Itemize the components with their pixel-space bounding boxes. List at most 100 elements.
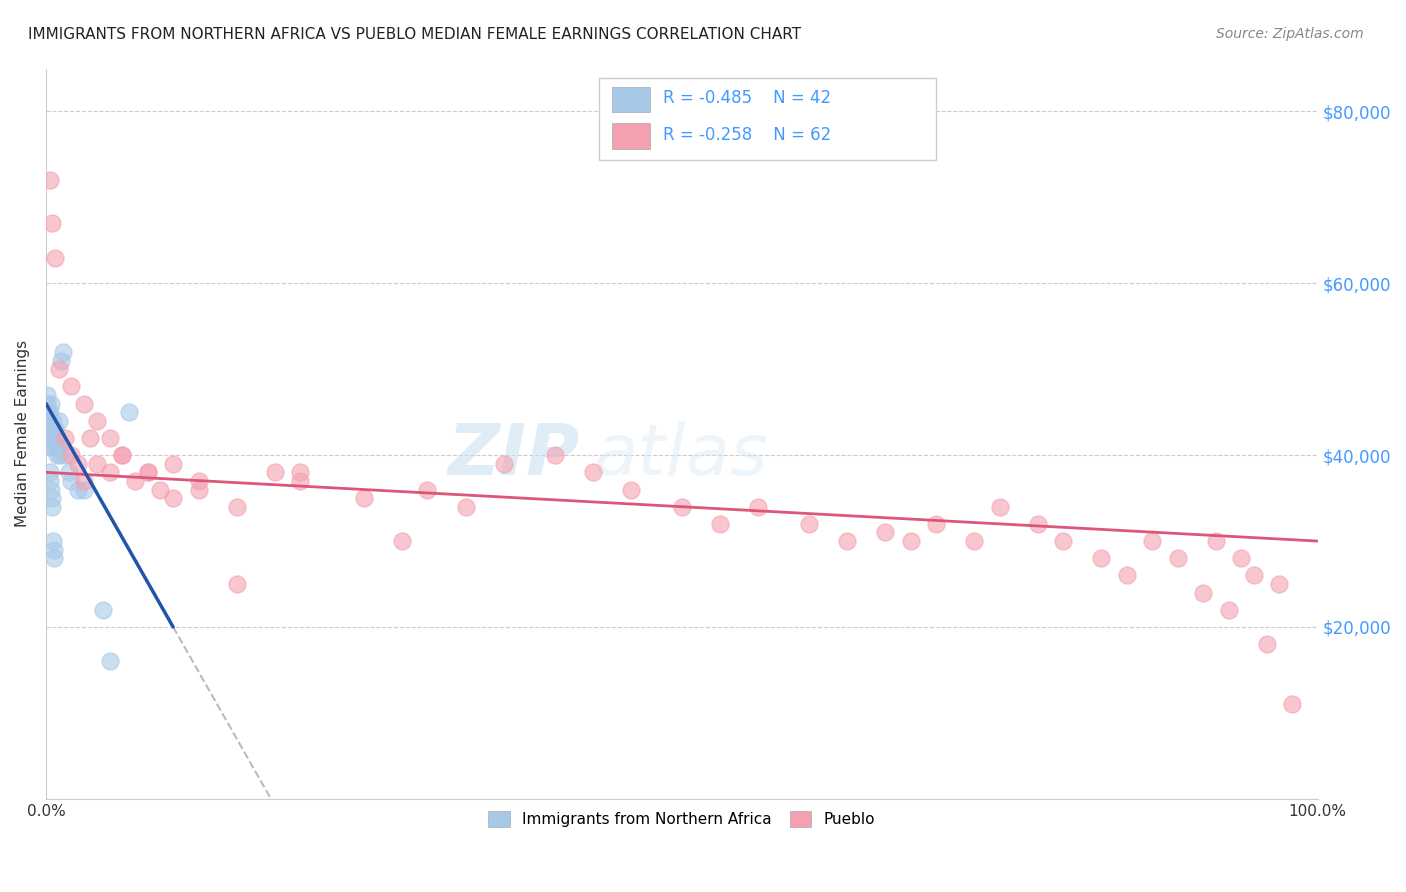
Point (39, 483, 62, 497)
Point (44, 251, 66, 265)
Point (149, 483, 172, 497)
Point (747, 500, 769, 514)
Point (136, 466, 159, 480)
Point (45, 448, 67, 462)
Point (41, 422, 63, 436)
Point (39, 474, 62, 488)
Point (620, 483, 643, 497)
Point (187, 474, 209, 488)
Point (91, 603, 114, 617)
Point (42, 414, 65, 428)
Point (41, 500, 63, 514)
Point (53, 431, 76, 445)
Point (582, 466, 605, 480)
Point (111, 448, 134, 462)
Point (37, 388, 59, 402)
Point (1230, 551, 1253, 566)
Point (98, 431, 121, 445)
Point (797, 516, 820, 531)
Point (44, 551, 66, 566)
Point (1115, 568, 1137, 582)
Legend: Immigrants from Northern Africa, Pueblo: Immigrants from Northern Africa, Pueblo (481, 804, 883, 835)
Point (38, 440, 60, 454)
Point (38, 431, 60, 445)
Point (39, 396, 62, 410)
Point (37, 405, 59, 419)
Point (988, 500, 1011, 514)
Point (41, 216, 63, 230)
Point (1218, 603, 1240, 617)
Point (73, 474, 96, 488)
Point (41, 491, 63, 505)
Point (136, 466, 159, 480)
Point (1192, 585, 1215, 599)
Point (225, 577, 247, 591)
Point (117, 405, 139, 419)
Text: atlas: atlas (593, 421, 768, 490)
Point (963, 534, 986, 549)
Text: R = -0.485    N = 42: R = -0.485 N = 42 (662, 89, 831, 107)
Text: IMMIGRANTS FROM NORTHERN AFRICA VS PUEBLO MEDIAN FEMALE EARNINGS CORRELATION CHA: IMMIGRANTS FROM NORTHERN AFRICA VS PUEBL… (28, 27, 801, 42)
Point (900, 534, 922, 549)
Point (1026, 516, 1049, 531)
Point (37, 396, 59, 410)
Point (38, 173, 60, 187)
Point (709, 516, 731, 531)
Point (38, 466, 60, 480)
Point (162, 491, 184, 505)
Point (37, 422, 59, 436)
Point (835, 534, 858, 549)
Point (98, 654, 121, 668)
Point (290, 474, 312, 488)
Point (46, 440, 69, 454)
Point (66, 483, 89, 497)
Point (543, 448, 565, 462)
Bar (612, 87, 650, 112)
Point (48, 414, 70, 428)
Point (1256, 637, 1278, 651)
Point (1167, 551, 1189, 566)
Point (42, 422, 65, 436)
Point (1140, 534, 1163, 549)
Point (42, 542, 65, 557)
Point (53, 448, 76, 462)
Text: ZIP: ZIP (447, 421, 581, 490)
Point (58, 466, 80, 480)
FancyBboxPatch shape (599, 78, 936, 160)
Y-axis label: Median Female Earnings: Median Female Earnings (15, 340, 30, 527)
Point (98, 466, 121, 480)
Point (39, 414, 62, 428)
Point (44, 440, 66, 454)
Point (44, 422, 66, 436)
Point (875, 525, 897, 540)
Point (66, 457, 89, 471)
Point (671, 500, 693, 514)
Point (416, 483, 439, 497)
Point (225, 500, 247, 514)
Point (51, 353, 73, 368)
Point (391, 534, 413, 549)
Point (1281, 698, 1303, 712)
Point (290, 466, 312, 480)
Point (925, 516, 948, 531)
Point (51, 345, 73, 359)
Point (86, 457, 108, 471)
Point (353, 491, 375, 505)
Point (73, 483, 96, 497)
Point (454, 500, 477, 514)
Point (73, 396, 96, 410)
Point (44, 431, 66, 445)
Bar (612, 123, 650, 149)
Point (1268, 577, 1291, 591)
Text: R = -0.258    N = 62: R = -0.258 N = 62 (662, 126, 831, 144)
Point (1243, 568, 1265, 582)
Point (45, 440, 67, 454)
Point (38, 422, 60, 436)
Point (1205, 534, 1227, 549)
Point (492, 457, 515, 471)
Point (111, 448, 134, 462)
Point (1090, 551, 1112, 566)
Point (41, 431, 63, 445)
Point (79, 431, 101, 445)
Point (60, 474, 83, 488)
